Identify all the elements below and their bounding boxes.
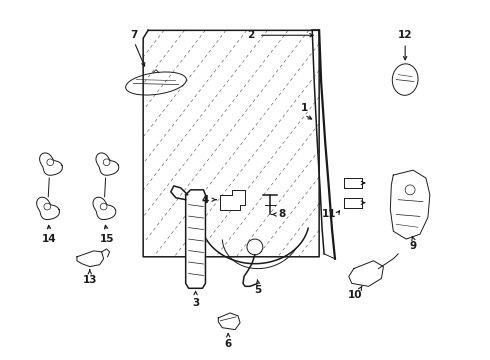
Polygon shape — [220, 190, 245, 210]
Polygon shape — [37, 197, 59, 220]
Text: 11: 11 — [322, 210, 336, 220]
Polygon shape — [40, 153, 62, 175]
Text: 12: 12 — [398, 30, 413, 40]
Text: 8: 8 — [278, 210, 285, 220]
Polygon shape — [391, 170, 430, 239]
Text: 13: 13 — [82, 275, 97, 285]
Polygon shape — [77, 251, 103, 267]
Text: 6: 6 — [224, 339, 232, 350]
Text: 14: 14 — [42, 234, 56, 244]
Text: 5: 5 — [254, 285, 262, 295]
Text: 1: 1 — [301, 103, 308, 113]
Polygon shape — [349, 261, 383, 286]
Text: 15: 15 — [99, 234, 114, 244]
Text: 10: 10 — [347, 290, 362, 300]
Text: 2: 2 — [247, 30, 255, 40]
Text: 4: 4 — [202, 195, 209, 205]
Polygon shape — [219, 313, 240, 330]
Text: 7: 7 — [130, 30, 138, 40]
Text: 9: 9 — [410, 241, 416, 251]
Polygon shape — [96, 153, 119, 175]
Polygon shape — [186, 190, 205, 288]
Text: 3: 3 — [192, 298, 199, 308]
Polygon shape — [93, 197, 116, 220]
